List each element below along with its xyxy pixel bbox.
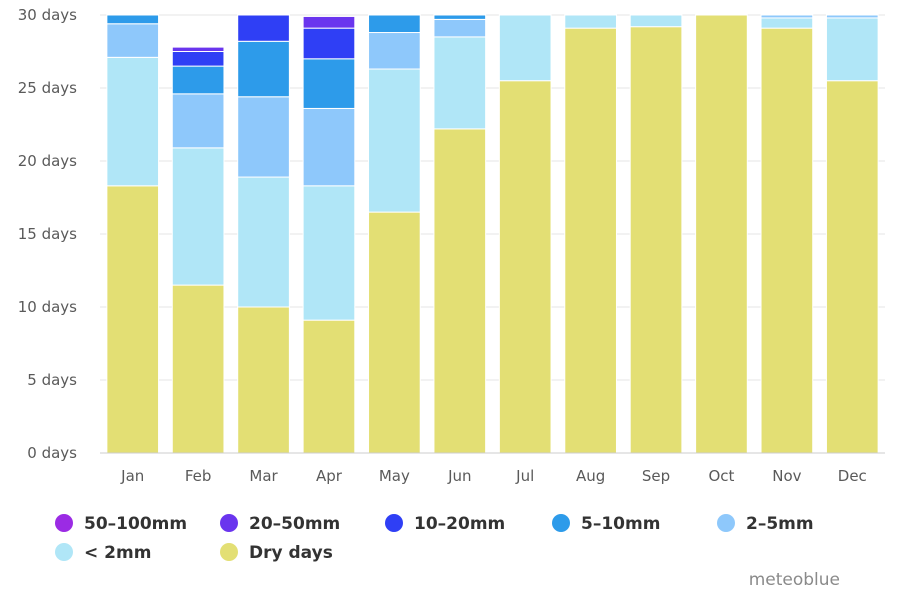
- bar-segment[interactable]: [171, 46, 225, 52]
- bar-segment[interactable]: [760, 14, 814, 19]
- bar-segment[interactable]: [171, 284, 225, 454]
- x-tick-label: Jan: [120, 467, 144, 485]
- bar-segment[interactable]: [629, 14, 683, 28]
- bar-segment[interactable]: [498, 14, 552, 82]
- bar-segment[interactable]: [695, 14, 748, 454]
- legend-marker: [717, 514, 735, 532]
- legend-item[interactable]: 10–20mm: [385, 514, 505, 534]
- grid-lines: [100, 14, 885, 454]
- x-tick-label: Sep: [642, 467, 670, 485]
- legend-label: 50–100mm: [84, 514, 187, 534]
- bar-segment[interactable]: [237, 14, 290, 42]
- legend-item[interactable]: 20–50mm: [220, 514, 340, 534]
- bar-segment[interactable]: [629, 26, 683, 454]
- bar-segment[interactable]: [237, 176, 290, 308]
- bar-segment[interactable]: [825, 17, 879, 82]
- x-tick-label: Aug: [576, 467, 605, 485]
- legend-label: 2–5mm: [746, 514, 814, 534]
- legend-marker: [55, 514, 73, 532]
- x-tick-label: Apr: [316, 467, 343, 485]
- legend-item[interactable]: 2–5mm: [717, 514, 814, 534]
- legend-marker: [55, 543, 73, 561]
- bar-segment[interactable]: [760, 17, 814, 29]
- bar-segment[interactable]: [433, 36, 487, 130]
- bar-segment[interactable]: [433, 18, 487, 38]
- bar-segment[interactable]: [433, 14, 487, 20]
- x-tick-label: Jul: [515, 467, 534, 485]
- y-tick-label: 30 days: [18, 6, 77, 24]
- y-tick-label: 10 days: [18, 298, 77, 316]
- bar-segment[interactable]: [302, 58, 356, 109]
- bar-segment[interactable]: [498, 80, 552, 454]
- bars: [106, 14, 879, 454]
- legend-item[interactable]: < 2mm: [55, 543, 151, 563]
- bar-segment[interactable]: [302, 15, 356, 29]
- y-tick-label: 25 days: [18, 79, 77, 97]
- bar-segment[interactable]: [237, 306, 290, 454]
- legend-label: < 2mm: [84, 543, 151, 563]
- bar-segment[interactable]: [302, 319, 356, 454]
- legend-label: 20–50mm: [249, 514, 340, 534]
- legend-marker: [220, 543, 238, 561]
- bar-segment[interactable]: [106, 185, 160, 454]
- legend-item[interactable]: Dry days: [220, 543, 333, 563]
- bar-segment[interactable]: [237, 96, 290, 178]
- legend-marker: [552, 514, 570, 532]
- bar-segment[interactable]: [106, 23, 160, 58]
- bar-segment[interactable]: [171, 65, 225, 95]
- bar-segment[interactable]: [564, 14, 617, 29]
- x-tick-label: Mar: [249, 467, 278, 485]
- y-tick-label: 20 days: [18, 152, 77, 170]
- axes: 0 days 5 days 10 days 15 days 20 days 25 days…: [18, 6, 885, 485]
- legend: 50–100mm 20–50mm 10–20mm 5–10mm 2–5mm < 2mm Dr…: [55, 514, 814, 563]
- legend-label: Dry days: [249, 543, 333, 563]
- bar-segment[interactable]: [368, 14, 421, 34]
- legend-marker: [220, 514, 238, 532]
- bar-segment[interactable]: [302, 27, 356, 60]
- legend-item[interactable]: 5–10mm: [552, 514, 660, 534]
- x-tick-label: Jun: [447, 467, 471, 485]
- legend-marker: [385, 514, 403, 532]
- bar-segment[interactable]: [368, 32, 421, 70]
- bar-segment[interactable]: [760, 27, 814, 454]
- bar-segment[interactable]: [171, 147, 225, 286]
- y-tick-label: 15 days: [18, 225, 77, 243]
- x-tick-label: Nov: [772, 467, 801, 485]
- bar-segment[interactable]: [433, 128, 487, 454]
- y-tick-label: 5 days: [27, 371, 77, 389]
- legend-label: 5–10mm: [581, 514, 660, 534]
- y-tick-label: 0 days: [27, 444, 77, 462]
- legend-item[interactable]: 50–100mm: [55, 514, 187, 534]
- credit-label: meteoblue: [749, 570, 840, 590]
- x-tick-label: Dec: [838, 467, 867, 485]
- bar-segment[interactable]: [368, 68, 421, 213]
- bar-segment[interactable]: [825, 14, 879, 19]
- x-tick-label: Oct: [708, 467, 734, 485]
- bar-segment[interactable]: [171, 51, 225, 67]
- bar-segment[interactable]: [106, 56, 160, 187]
- bar-segment[interactable]: [564, 27, 617, 454]
- bar-segment[interactable]: [237, 40, 290, 98]
- x-tick-label: May: [379, 467, 410, 485]
- bar-segment[interactable]: [825, 80, 879, 454]
- bar-segment[interactable]: [368, 211, 421, 454]
- legend-label: 10–20mm: [414, 514, 505, 534]
- bar-segment[interactable]: [171, 93, 225, 149]
- bar-segment[interactable]: [106, 14, 160, 25]
- x-tick-label: Feb: [185, 467, 212, 485]
- bar-segment[interactable]: [302, 185, 356, 321]
- bar-segment[interactable]: [302, 107, 356, 187]
